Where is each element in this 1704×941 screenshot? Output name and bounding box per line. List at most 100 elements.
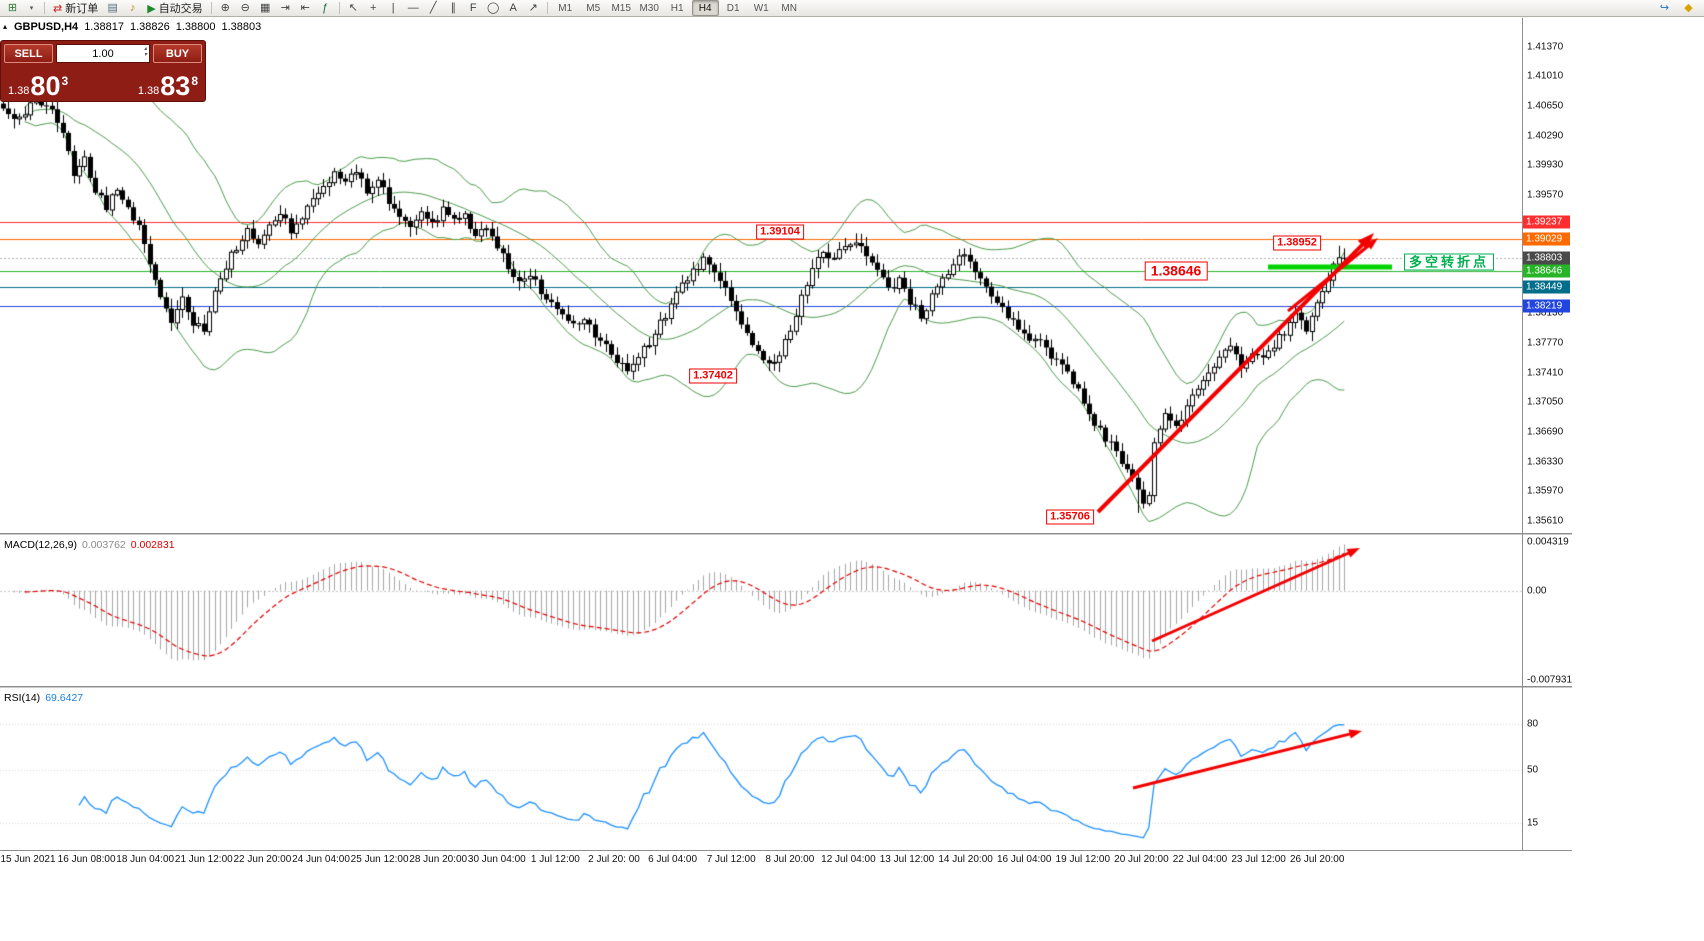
timeframe-w1-button[interactable]: W1 <box>753 2 769 14</box>
price-scale-tick: 1.35610 <box>1527 515 1564 527</box>
buy-button[interactable]: BUY <box>153 44 202 63</box>
chart-overlay: 1.41370 1.41010 1.40650 1.40290 1.39930 1.395… <box>0 18 1704 941</box>
timeframe-mn-button[interactable]: MN <box>781 2 797 14</box>
horizontal-line-icon[interactable]: — <box>407 1 419 14</box>
time-axis-label: 13 Jul 12:00 <box>879 854 935 865</box>
rsi-value: 69.6427 <box>45 692 84 704</box>
chart-annotation-price[interactable]: 1.38646 <box>1144 261 1208 281</box>
rsi-info-line: RSI(14) 69.6427 <box>4 692 83 704</box>
macd-scale-min: -0.007931 <box>1527 674 1573 686</box>
fibonacci-icon[interactable]: F <box>469 1 477 14</box>
volume-down-icon[interactable]: ▾ <box>143 52 147 58</box>
timeframe-m1-button[interactable]: M1 <box>558 2 573 14</box>
time-axis-label: 15 Jun 2021 <box>0 854 56 865</box>
time-axis-label: 2 Jul 20: 00 <box>588 854 640 865</box>
price-scale-tick: 1.39570 <box>1527 189 1564 201</box>
sell-price-sup: 3 <box>61 74 69 88</box>
alert-icon[interactable]: ◆ <box>1684 1 1693 14</box>
time-axis-label: 16 Jul 04:00 <box>996 854 1052 865</box>
time-axis-label: 19 Jul 12:00 <box>1055 854 1111 865</box>
volume-input[interactable]: 1.00 ▴ ▾ <box>56 44 150 63</box>
price-scale-tick: 1.35970 <box>1527 485 1564 497</box>
chart-shift-icon[interactable]: ⇤ <box>300 1 310 14</box>
indicators-icon[interactable]: ƒ <box>322 1 329 14</box>
ohlc-close: 1.38803 <box>221 21 262 33</box>
collapse-panel-icon[interactable]: ▴ <box>3 22 8 31</box>
autotrading-button[interactable]: ▶ 自动交易 <box>143 1 206 16</box>
new-order-button[interactable]: ⇄ 新订单 <box>49 1 102 16</box>
price-scale-tag: 1.38219 <box>1523 299 1570 313</box>
macd-scale-max: 0.004319 <box>1527 536 1569 548</box>
timeframe-h1-button[interactable]: H1 <box>670 2 684 14</box>
price-scale-tick: 1.39930 <box>1527 159 1564 171</box>
one-click-trading-panel: SELL 1.00 ▴ ▾ BUY 1.38 80 3 1.38 83 8 <box>0 40 206 102</box>
macd-scale-zero: 0.00 <box>1527 585 1547 597</box>
chart-annotation-text[interactable]: 多空转折点 <box>1403 253 1495 271</box>
cursor-icon[interactable]: ↖ <box>348 1 358 14</box>
timeframe-h4-button[interactable]: H4 <box>691 0 719 16</box>
toolbar-separator <box>546 2 548 14</box>
price-scale-tick: 1.38130 <box>1527 307 1564 319</box>
timeframe-m5-button[interactable]: M5 <box>586 2 601 14</box>
new-order-button-icon: ⇄ <box>53 2 63 15</box>
time-axis-separator <box>0 850 1572 851</box>
time-axis-label: 30 Jun 04:00 <box>467 854 526 865</box>
volume-up-icon[interactable]: ▴ <box>143 46 147 52</box>
rsi-scale-tick: 15 <box>1527 817 1539 829</box>
rsi-scale-tick: 50 <box>1527 764 1539 775</box>
jump-to-end-icon[interactable]: ↪ <box>1659 1 1670 14</box>
panel-separator[interactable] <box>0 686 1572 688</box>
price-scale-tag: 1.39237 <box>1523 215 1570 229</box>
vertical-line-icon[interactable]: | <box>391 1 395 14</box>
channel-icon[interactable]: ∥ <box>450 1 456 14</box>
sound-icon[interactable]: ♪ <box>129 1 136 14</box>
time-axis-label: 1 Jul 12:00 <box>530 854 580 865</box>
timeframe-m30-button[interactable]: M30 <box>639 2 659 14</box>
chart-annotation-price[interactable]: 1.39104 <box>756 224 804 240</box>
ellipse-icon[interactable]: ◯ <box>487 1 500 14</box>
trendline-icon[interactable]: ╱ <box>429 1 437 14</box>
time-axis-label: 24 Jun 04:00 <box>292 854 350 865</box>
rsi-title: RSI(14) <box>4 692 41 704</box>
new-chart-icon[interactable]: ⊞ <box>7 1 18 14</box>
price-scale-tag: 1.38803 <box>1523 251 1570 265</box>
chart-list-icon[interactable]: ▤ <box>107 1 118 14</box>
zoom-in-icon[interactable]: ⊕ <box>220 1 230 14</box>
sell-button[interactable]: SELL <box>4 44 53 63</box>
timeframe-m15-button[interactable]: M15 <box>611 2 631 14</box>
new-chart-icon-caret[interactable]: ▾ <box>29 4 34 12</box>
time-axis-label: 18 Jun 04:00 <box>116 854 175 865</box>
price-scale-tag: 1.38646 <box>1523 264 1570 278</box>
panel-separator[interactable] <box>0 533 1572 535</box>
time-axis-label: 28 Jun 20:00 <box>409 854 468 865</box>
price-scale-tick: 1.37050 <box>1527 396 1564 408</box>
time-axis-label: 7 Jul 12:00 <box>706 854 756 865</box>
zoom-out-icon[interactable]: ⊖ <box>240 1 250 14</box>
chart-annotation-price[interactable]: 1.38952 <box>1273 235 1321 251</box>
macd-info-line: MACD(12,26,9) 0.003762 0.002831 <box>4 539 175 551</box>
chart-annotation-price[interactable]: 1.37402 <box>689 368 737 384</box>
time-axis-label: 14 Jul 20:00 <box>938 854 993 865</box>
symbol-name: GBPUSD,H4 <box>14 21 79 33</box>
volume-stepper[interactable]: ▴ ▾ <box>144 46 147 58</box>
crosshair-icon[interactable]: + <box>369 1 377 14</box>
ohlc-info-line: GBPUSD,H4 1.38817 1.38826 1.38800 1.38803 <box>14 21 267 33</box>
tile-windows-icon[interactable]: ▦ <box>259 1 271 14</box>
chart-annotation-price[interactable]: 1.35706 <box>1046 509 1094 525</box>
auto-scroll-icon[interactable]: ⇥ <box>280 1 290 14</box>
autotrading-button-icon: ▶ <box>147 2 156 15</box>
sell-price-prefix: 1.38 <box>8 85 30 97</box>
price-scale-tick: 1.37410 <box>1527 367 1564 379</box>
macd-indicator-canvas[interactable] <box>0 536 1522 686</box>
time-axis-label: 23 Jul 12:00 <box>1231 854 1286 865</box>
price-scale-tick: 1.36690 <box>1527 426 1564 438</box>
rsi-indicator-canvas[interactable] <box>0 689 1522 850</box>
buy-price-big: 83 <box>160 71 191 101</box>
ohlc-low: 1.38800 <box>175 21 216 33</box>
text-icon[interactable]: A <box>509 1 517 14</box>
timeframe-d1-button[interactable]: D1 <box>726 2 740 14</box>
price-scale-tag: 1.39029 <box>1523 232 1570 246</box>
price-chart-canvas[interactable] <box>0 18 1522 533</box>
time-axis-label: 21 Jun 12:00 <box>174 854 233 865</box>
arrow-object-icon[interactable]: ↗ <box>528 1 538 14</box>
